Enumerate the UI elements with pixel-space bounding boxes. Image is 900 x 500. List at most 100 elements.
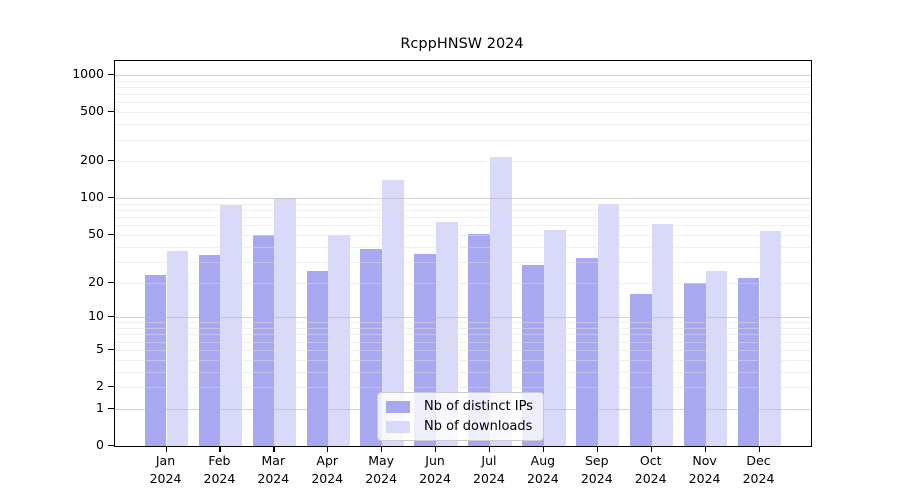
x-tick-month: May [368,453,395,468]
y-tick-label: 1 [96,399,104,415]
x-tick-year: 2024 [419,471,451,486]
major-gridline [115,317,811,319]
x-tick-year: 2024 [742,471,775,486]
y-tick-mark [108,111,114,113]
x-tick-year: 2024 [473,471,505,486]
legend: Nb of distinct IPs Nb of downloads [377,392,544,441]
minor-gridline [115,217,811,219]
major-gridline [115,198,811,200]
minor-gridline [115,387,811,389]
minor-gridline [115,234,811,236]
bar-feb-downloads [220,205,243,446]
x-tick-label: May 2024 [349,452,413,488]
x-tick-mark [488,446,491,452]
x-tick-label: Dec 2024 [727,452,791,488]
minor-gridline [115,139,811,141]
x-tick-mark [381,446,383,452]
y-tick-label: 20 [88,273,104,289]
minor-gridline [115,94,811,96]
y-tick-mark [108,407,114,409]
x-tick-label: Aug 2024 [511,452,575,488]
x-tick-month: Dec [746,453,771,468]
y-tick-label: 0 [96,437,104,452]
minor-gridline [115,203,811,205]
x-tick-year: 2024 [149,471,182,486]
y-tick-label: 2 [96,378,104,394]
x-tick-mark [704,446,706,452]
x-tick-mark [165,446,167,452]
x-tick-year: 2024 [688,471,721,486]
bar-mar-downloads [274,198,296,446]
bar-apr-downloads [328,234,350,446]
minor-gridline [115,246,811,248]
x-tick-mark [327,446,329,452]
y-tick-mark [108,386,114,388]
y-tick-mark [108,197,114,199]
x-tick-mark [650,446,652,452]
x-tick-year: 2024 [634,471,667,486]
y-tick-mark [108,281,114,283]
minor-gridline [115,359,811,361]
legend-swatch-downloads [386,420,410,433]
x-tick-mark [542,446,545,452]
minor-gridline [115,341,811,343]
bar-may-distinct-ips [360,249,383,446]
bar-nov-distinct-ips [683,282,706,446]
bar-dec-distinct-ips [737,277,760,446]
y-tick-mark [108,74,114,76]
legend-row-distinct-ips: Nb of distinct IPs [386,399,533,414]
y-tick-label: 200 [80,152,104,168]
x-tick-label: Feb 2024 [187,452,251,488]
y-tick-label: 1000 [72,66,104,82]
x-tick-label: Sep 2024 [565,452,629,488]
minor-gridline [115,334,811,336]
minor-gridline [115,282,811,284]
minor-gridline [115,102,811,104]
x-tick-month: Oct [639,453,662,468]
y-tick-label: 500 [80,103,104,119]
x-tick-mark [219,446,221,452]
legend-swatch-distinct-ips [386,400,410,413]
legend-label-distinct-ips: Nb of distinct IPs [424,399,533,414]
minor-gridline [115,124,811,126]
x-tick-year: 2024 [580,471,613,486]
bar-nov-downloads [705,271,728,446]
x-tick-month: Aug [530,453,556,468]
x-tick-year: 2024 [365,471,398,486]
x-tick-label: Nov 2024 [673,452,737,488]
x-tick-mark [596,446,598,452]
minor-gridline [115,328,811,330]
bar-sep-downloads [597,203,620,446]
x-tick-mark [435,446,437,452]
bar-jun-downloads [436,221,458,446]
legend-label-downloads: Nb of downloads [424,419,533,434]
y-tick-mark [108,445,114,447]
minor-gridline [115,161,811,163]
x-tick-label: Jun 2024 [403,452,467,488]
x-tick-month: Sep [584,453,609,468]
minor-gridline [115,349,811,351]
x-tick-mark [273,446,275,452]
y-tick-label: 5 [96,340,104,356]
x-tick-label: Jul 2024 [457,452,521,488]
minor-gridline [115,112,811,114]
plot-area [114,60,812,447]
bar-dec-downloads [759,230,782,446]
x-tick-month: Jul [481,453,497,468]
bar-apr-distinct-ips [306,271,329,446]
x-tick-year: 2024 [203,471,236,486]
y-tick-mark [108,160,114,162]
x-tick-month: Jan [155,453,176,468]
x-tick-year: 2024 [526,471,559,486]
minor-gridline [115,225,811,227]
x-tick-label: Oct 2024 [619,452,683,488]
x-tick-label: Mar 2024 [241,452,305,488]
bar-oct-distinct-ips [629,293,652,446]
chart-title: RcppHNSW 2024 [400,36,524,52]
y-tick-label: 10 [88,308,104,324]
x-tick-year: 2024 [311,471,344,486]
minor-gridline [115,80,811,82]
bar-aug-downloads [543,229,566,446]
x-tick-label: Apr 2024 [295,452,359,488]
minor-gridline [115,210,811,212]
